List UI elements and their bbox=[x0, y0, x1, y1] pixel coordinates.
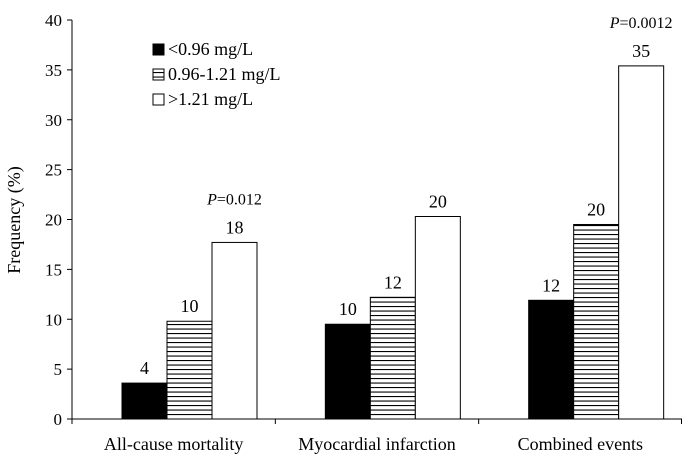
x-category-label: Myocardial infarction bbox=[298, 434, 455, 454]
y-tick-label: 20 bbox=[45, 211, 62, 230]
bar-value-label: 20 bbox=[429, 192, 447, 212]
legend-label: 0.96-1.21 mg/L bbox=[168, 64, 281, 84]
x-category-label: Combined events bbox=[518, 434, 643, 454]
bar-value-label: 20 bbox=[587, 199, 605, 219]
bar bbox=[324, 323, 371, 420]
y-tick-label: 15 bbox=[45, 260, 62, 279]
y-tick-label: 40 bbox=[45, 11, 62, 30]
p-symbol: P bbox=[206, 191, 217, 208]
axes: 0 5 10 15 20 25 30 35 40 All-cause mortality Myoca… bbox=[45, 11, 682, 454]
p-value: =0.0012 bbox=[620, 15, 673, 32]
bar-value-label: 4 bbox=[140, 358, 149, 378]
bar bbox=[414, 216, 461, 420]
bar-value-label: 10 bbox=[339, 299, 357, 319]
p-value-annotation: P=0.012 bbox=[206, 191, 262, 208]
bar bbox=[369, 296, 416, 420]
y-tick-label: 25 bbox=[45, 161, 62, 180]
bar-value-label: 10 bbox=[181, 296, 199, 316]
y-tick-label: 30 bbox=[45, 111, 62, 130]
legend: <0.96 mg/L 0.96-1.21 mg/L >1.21 mg/L bbox=[152, 39, 281, 109]
legend-label: <0.96 mg/L bbox=[168, 39, 253, 59]
y-axis-title: Frequency (%) bbox=[4, 166, 25, 273]
p-symbol: P bbox=[609, 15, 620, 32]
bar bbox=[528, 299, 575, 420]
y-tick-label: 0 bbox=[54, 410, 63, 429]
legend-label: >1.21 mg/L bbox=[168, 89, 253, 109]
bar bbox=[166, 320, 213, 420]
bar bbox=[618, 65, 665, 420]
bar bbox=[121, 382, 168, 420]
bar-value-label: 12 bbox=[542, 275, 560, 295]
legend-swatch bbox=[152, 43, 165, 56]
bars bbox=[121, 65, 665, 420]
p-value: =0.012 bbox=[217, 191, 262, 208]
bar-value-label: 12 bbox=[384, 272, 402, 292]
x-category-label: All-cause mortality bbox=[104, 434, 243, 454]
y-tick-label: 35 bbox=[45, 61, 62, 80]
legend-swatch bbox=[152, 93, 165, 106]
y-tick-label: 5 bbox=[54, 360, 63, 379]
bar-value-label: 18 bbox=[226, 217, 244, 237]
legend-swatch bbox=[152, 68, 165, 81]
bar bbox=[211, 241, 258, 420]
p-value-annotation: P=0.0012 bbox=[609, 15, 673, 32]
y-tick-label: 10 bbox=[45, 310, 62, 329]
bar bbox=[573, 223, 620, 420]
bar-value-label: 35 bbox=[632, 41, 650, 61]
